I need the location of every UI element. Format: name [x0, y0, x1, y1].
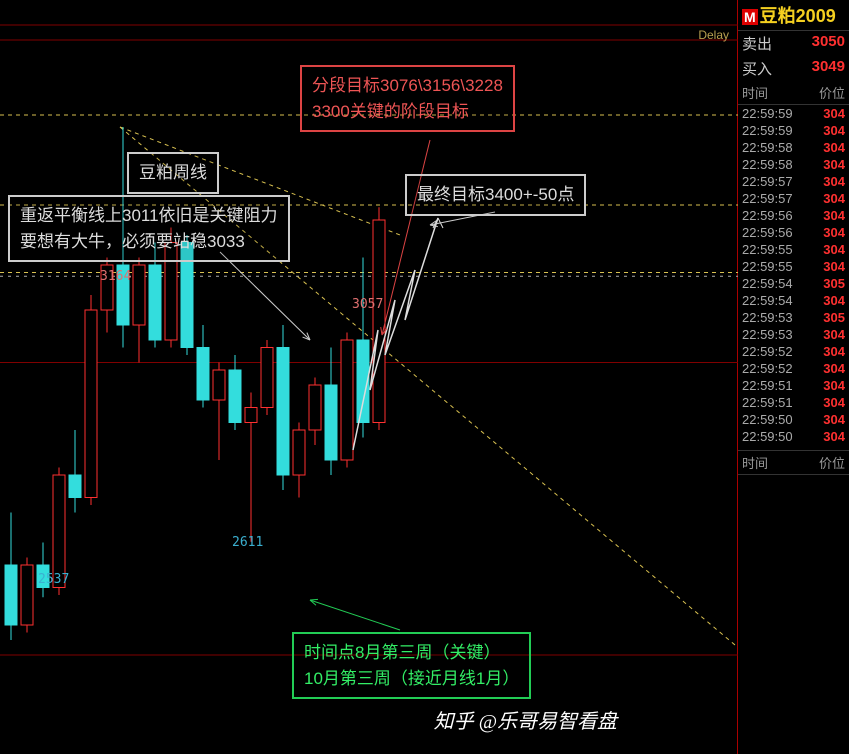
tick-time: 22:59:51 — [742, 378, 793, 393]
tick-row: 22:59:55 304 — [738, 241, 849, 258]
tick-row: 22:59:53 305 — [738, 309, 849, 326]
tick-price: 304 — [823, 106, 845, 121]
tick-price: 304 — [823, 378, 845, 393]
annotation-stage-targets: 分段目标3076\3156\3228 3300关键的阶段目标 — [300, 65, 515, 132]
tick-row: 22:59:59 304 — [738, 105, 849, 122]
sell-label: 卖出 — [742, 33, 772, 54]
annotation-time-points: 时间点8月第三周（关键） 10月第三周（接近月线1月） — [292, 632, 531, 699]
tick-price: 304 — [823, 395, 845, 410]
tick-price: 304 — [823, 327, 845, 342]
tick-price: 304 — [823, 140, 845, 155]
tick-row: 22:59:58 304 — [738, 139, 849, 156]
tick-time: 22:59:59 — [742, 123, 793, 138]
tick-price: 304 — [823, 429, 845, 444]
tick-time: 22:59:50 — [742, 412, 793, 427]
tick-row: 22:59:53 304 — [738, 326, 849, 343]
tick-row: 22:59:56 304 — [738, 224, 849, 241]
sell-row: 卖出 3050 — [738, 31, 849, 56]
tick-header-time-2: 时间 — [742, 453, 768, 472]
label-high-3164: 3164 — [100, 269, 131, 284]
chart-area[interactable]: Delay 豆粕周线 重返平衡线上3011依旧是关键阻力 要想有大牛，必须要站稳… — [0, 0, 738, 754]
tick-row: 22:59:58 304 — [738, 156, 849, 173]
tick-price: 304 — [823, 412, 845, 427]
tick-time: 22:59:50 — [742, 429, 793, 444]
tick-row: 22:59:54 304 — [738, 292, 849, 309]
tick-header: 时间 价位 — [738, 81, 849, 105]
tick-price: 305 — [823, 310, 845, 325]
tick-row: 22:59:50 304 — [738, 411, 849, 428]
tick-time: 22:59:52 — [742, 344, 793, 359]
label-low-2537: 2537 — [38, 572, 69, 587]
tick-time: 22:59:58 — [742, 157, 793, 172]
buy-value: 3049 — [812, 58, 845, 79]
tick-time: 22:59:53 — [742, 310, 793, 325]
contract-badge: M — [742, 9, 758, 25]
annotation-final-target: 最终目标3400+-50点 — [405, 174, 586, 216]
tick-time: 22:59:57 — [742, 191, 793, 206]
delay-tag: Delay — [698, 28, 729, 42]
annotation-weekly-title: 豆粕周线 — [127, 152, 219, 194]
watermark: 知乎 @乐哥易智看盘 — [434, 705, 617, 734]
contract-title: M豆粕2009 — [738, 0, 849, 31]
tick-row: 22:59:56 304 — [738, 207, 849, 224]
buy-label: 买入 — [742, 58, 772, 79]
tick-time: 22:59:55 — [742, 242, 793, 257]
tick-row: 22:59:55 304 — [738, 258, 849, 275]
tick-price: 304 — [823, 157, 845, 172]
tick-row: 22:59:54 305 — [738, 275, 849, 292]
tick-row: 22:59:57 304 — [738, 190, 849, 207]
tick-time: 22:59:54 — [742, 293, 793, 308]
tick-price: 304 — [823, 259, 845, 274]
tick-price: 304 — [823, 361, 845, 376]
tick-price: 304 — [823, 344, 845, 359]
tick-row: 22:59:57 304 — [738, 173, 849, 190]
tick-time: 22:59:53 — [742, 327, 793, 342]
tick-row: 22:59:59 304 — [738, 122, 849, 139]
annotation-resistance: 重返平衡线上3011依旧是关键阻力 要想有大牛，必须要站稳3033 — [8, 195, 290, 262]
tick-time: 22:59:59 — [742, 106, 793, 121]
tick-row: 22:59:52 304 — [738, 360, 849, 377]
tick-time: 22:59:52 — [742, 361, 793, 376]
tick-time: 22:59:56 — [742, 208, 793, 223]
buy-row: 买入 3049 — [738, 56, 849, 81]
tick-row: 22:59:51 304 — [738, 394, 849, 411]
contract-name: 豆粕2009 — [760, 6, 836, 26]
tick-time: 22:59:58 — [742, 140, 793, 155]
tick-price: 304 — [823, 123, 845, 138]
tick-row: 22:59:52 304 — [738, 343, 849, 360]
tick-time: 22:59:51 — [742, 395, 793, 410]
tick-price: 304 — [823, 208, 845, 223]
tick-time: 22:59:57 — [742, 174, 793, 189]
tick-time: 22:59:54 — [742, 276, 793, 291]
tick-row: 22:59:51 304 — [738, 377, 849, 394]
label-3057: 3057 — [352, 297, 383, 312]
tick-list: 22:59:5930422:59:5930422:59:5830422:59:5… — [738, 105, 849, 445]
tick-header-2: 时间 价位 — [738, 451, 849, 475]
right-quote-panel: M豆粕2009 卖出 3050 买入 3049 时间 价位 22:59:59 30… — [738, 0, 849, 754]
tick-row: 22:59:50 304 — [738, 428, 849, 445]
tick-header-price-2: 价位 — [819, 453, 845, 472]
tick-price: 304 — [823, 191, 845, 206]
tick-header-price: 价位 — [819, 83, 845, 102]
tick-time: 22:59:56 — [742, 225, 793, 240]
tick-price: 304 — [823, 174, 845, 189]
tick-price: 305 — [823, 276, 845, 291]
tick-time: 22:59:55 — [742, 259, 793, 274]
tick-header-time: 时间 — [742, 83, 768, 102]
sell-value: 3050 — [812, 33, 845, 54]
label-low-2611: 2611 — [232, 535, 263, 550]
tick-price: 304 — [823, 225, 845, 240]
tick-price: 304 — [823, 293, 845, 308]
tick-price: 304 — [823, 242, 845, 257]
